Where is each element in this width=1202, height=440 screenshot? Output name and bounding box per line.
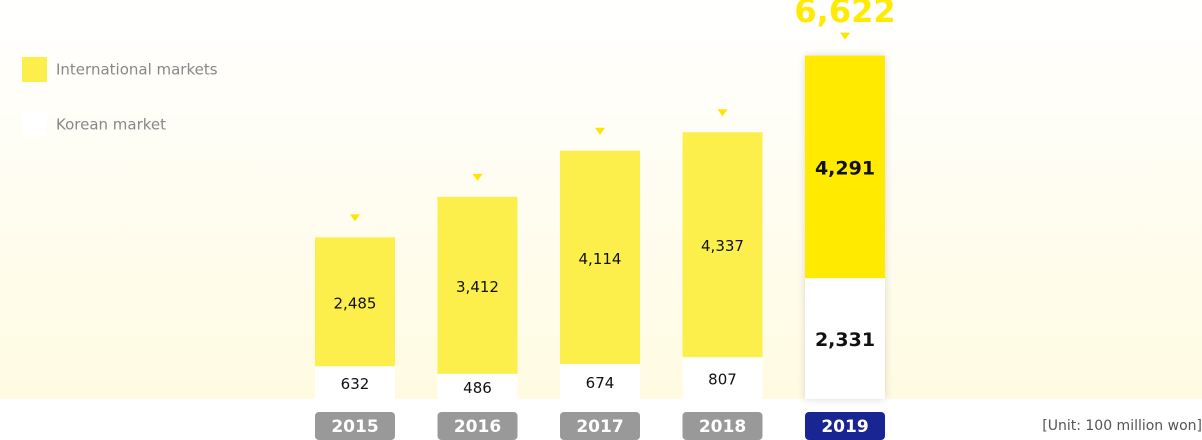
legend-label: Korean market bbox=[56, 116, 166, 134]
value-label: 4,337 bbox=[701, 237, 744, 255]
value-label: 632 bbox=[341, 375, 370, 393]
unit-note: [Unit: 100 million won] bbox=[1042, 418, 1202, 434]
bar-segment bbox=[560, 150, 640, 365]
bar-segment bbox=[315, 366, 395, 399]
legend-swatch bbox=[22, 57, 47, 82]
marker-triangle bbox=[717, 109, 728, 117]
bar-segment bbox=[805, 278, 885, 399]
bar-segment bbox=[805, 55, 885, 279]
bar-segment bbox=[315, 237, 395, 367]
x-tick-label: 2017 bbox=[576, 417, 623, 437]
total-label: 6,622 bbox=[794, 0, 895, 30]
marker-triangle bbox=[840, 32, 850, 40]
bar-stack bbox=[315, 237, 395, 399]
year-badge bbox=[805, 412, 885, 440]
bar-segment bbox=[560, 364, 640, 399]
legend-swatch bbox=[22, 112, 47, 137]
bar-stack bbox=[560, 150, 640, 399]
bar-segment bbox=[437, 196, 518, 374]
value-label: 4,291 bbox=[815, 157, 875, 179]
bar-segment bbox=[682, 357, 763, 399]
bar-stack bbox=[805, 55, 885, 399]
value-label: 4,114 bbox=[579, 250, 622, 268]
value-label: 2,331 bbox=[815, 329, 875, 351]
value-label: 486 bbox=[463, 379, 492, 397]
year-badge bbox=[315, 412, 395, 440]
marker-triangle bbox=[472, 173, 483, 181]
x-tick-label: 2015 bbox=[331, 417, 378, 437]
bar-segment bbox=[437, 373, 518, 399]
value-label: 2,485 bbox=[334, 294, 377, 312]
value-label: 807 bbox=[708, 371, 737, 389]
marker-triangle bbox=[350, 214, 360, 222]
year-badge bbox=[560, 412, 640, 440]
legend-label: International markets bbox=[56, 61, 218, 79]
year-badge bbox=[437, 412, 518, 440]
x-tick-label: 2018 bbox=[699, 417, 746, 437]
value-label: 3,412 bbox=[456, 278, 499, 296]
year-badge bbox=[682, 412, 763, 440]
bar-stack bbox=[682, 132, 763, 399]
bar-segment bbox=[682, 132, 763, 358]
x-tick-label: 2019 bbox=[821, 417, 868, 437]
x-tick-label: 2016 bbox=[454, 417, 501, 437]
value-label: 674 bbox=[586, 374, 615, 392]
bar-stack bbox=[437, 196, 518, 399]
marker-triangle bbox=[595, 127, 605, 135]
